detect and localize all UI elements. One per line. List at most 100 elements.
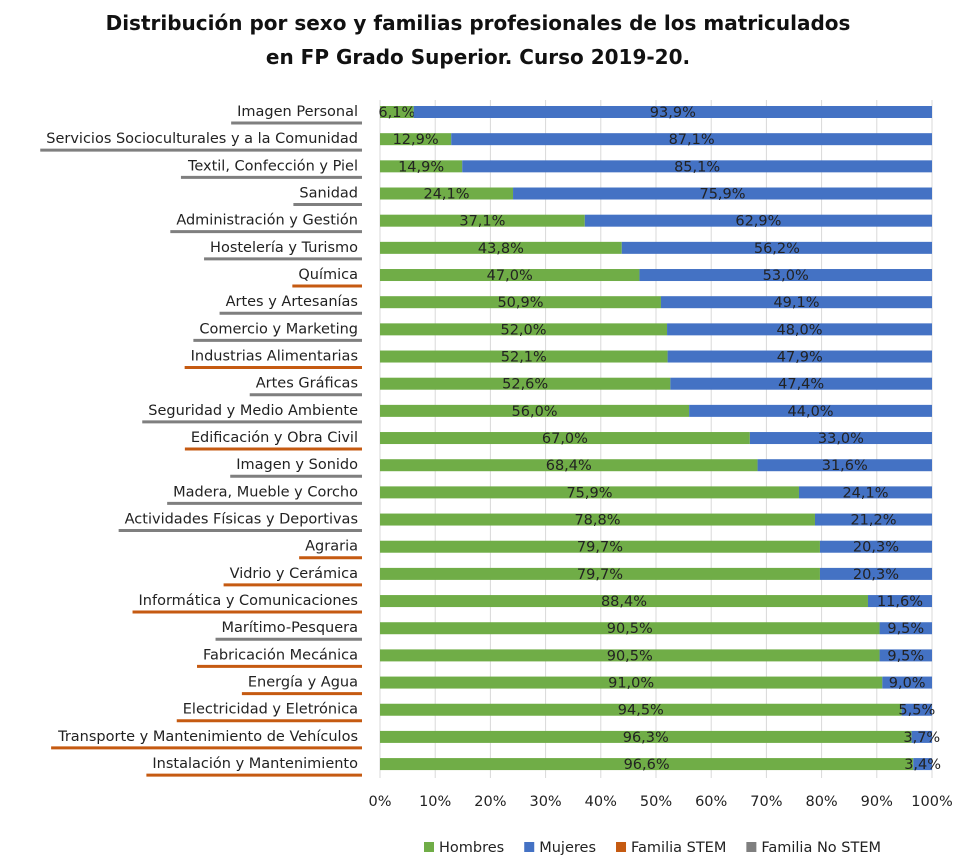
data-label: 75,9% — [699, 187, 745, 203]
bar-segment — [451, 133, 932, 146]
data-label: 11,6% — [877, 594, 923, 610]
category-label: Seguridad y Medio Ambiente — [148, 403, 358, 419]
data-label: 53,0% — [763, 268, 809, 284]
data-label: 3,7% — [903, 730, 940, 746]
legend-swatch — [424, 842, 434, 852]
data-label: 21,2% — [850, 513, 896, 529]
category-label: Electricidad y Eletrónica — [183, 702, 358, 718]
data-label: 56,0% — [512, 404, 558, 420]
category-label: Transporte y Mantenimiento de Vehículos — [57, 729, 358, 745]
bar-segment — [380, 214, 585, 227]
bar-segment — [882, 676, 932, 689]
data-label: 31,6% — [822, 458, 868, 474]
x-tick-label: 100% — [911, 794, 952, 810]
bar-segment — [380, 486, 799, 499]
bar-segment — [380, 758, 914, 771]
chart-title: Distribución por sexo y familias profesi… — [105, 11, 851, 69]
data-label: 14,9% — [398, 159, 444, 175]
bar-segment — [380, 459, 758, 472]
bar-segment — [380, 649, 880, 662]
x-tick-label: 90% — [861, 794, 893, 810]
data-label: 90,5% — [607, 621, 653, 637]
bar-segment — [867, 595, 932, 608]
bar-segment — [380, 323, 668, 336]
data-label: 47,0% — [487, 268, 533, 284]
data-label: 47,4% — [778, 377, 824, 393]
data-label: 78,8% — [574, 513, 620, 529]
bar-segment — [621, 241, 932, 254]
bar-segment — [814, 513, 932, 526]
data-label: 12,9% — [393, 132, 439, 148]
category-label: Marítimo-Pesquera — [222, 620, 358, 636]
bar-segment — [639, 269, 932, 282]
data-label: 50,9% — [497, 295, 543, 311]
bar-segment — [380, 350, 668, 363]
category-label: Agraria — [305, 539, 358, 555]
data-label: 43,8% — [478, 241, 524, 257]
category-label: Textil, Confección y Piel — [187, 158, 358, 174]
x-tick-label: 50% — [640, 794, 672, 810]
category-label: Madera, Mueble y Corcho — [173, 484, 358, 500]
data-label: 96,6% — [624, 757, 670, 773]
data-label: 90,5% — [607, 648, 653, 664]
bar-segment — [689, 404, 932, 417]
bar-segment — [819, 567, 932, 580]
bar-segment — [380, 241, 622, 254]
data-label: 94,5% — [618, 703, 664, 719]
data-label: 52,0% — [500, 322, 546, 338]
category-label: Actividades Físicas y Deportivas — [125, 512, 358, 528]
data-label: 91,0% — [608, 676, 654, 692]
category-label: Fabricación Mecánica — [203, 647, 358, 663]
x-tick-label: 40% — [585, 794, 617, 810]
legend-label: Mujeres — [539, 840, 596, 856]
data-label: 5,5% — [898, 703, 935, 719]
legend-label: Familia STEM — [631, 840, 726, 856]
bar-segment — [380, 703, 902, 716]
data-label: 52,6% — [502, 377, 548, 393]
data-label: 37,1% — [459, 214, 505, 230]
data-label: 33,0% — [818, 431, 864, 447]
legend-label: Hombres — [439, 840, 504, 856]
legend-swatch — [616, 842, 627, 852]
legend-swatch — [746, 842, 757, 852]
bar-segment — [380, 622, 880, 635]
data-label: 9,0% — [889, 676, 926, 692]
bar-segment — [380, 567, 820, 580]
bar-segment — [380, 404, 690, 417]
data-label: 75,9% — [566, 485, 612, 501]
category-label: Administración y Gestión — [176, 213, 358, 229]
category-label: Química — [298, 267, 358, 283]
bar-segment — [380, 377, 671, 390]
bar-segment — [667, 323, 932, 336]
bar-segment — [901, 703, 932, 716]
category-label: Imagen y Sonido — [236, 457, 358, 473]
data-label: 56,2% — [754, 241, 800, 257]
bar-segment — [660, 296, 932, 309]
data-label: 52,1% — [501, 350, 547, 366]
data-label: 24,1% — [842, 485, 888, 501]
bar-segment — [380, 730, 912, 743]
bar-segment — [380, 160, 463, 173]
category-label: Instalación y Mantenimiento — [152, 756, 358, 772]
bar-segment — [749, 432, 932, 445]
data-label: 96,3% — [623, 730, 669, 746]
x-tick-label: 20% — [474, 794, 506, 810]
data-label: 9,5% — [887, 648, 924, 664]
category-label: Servicios Socioculturales y a la Comunid… — [46, 131, 358, 147]
bar-segment — [380, 187, 514, 200]
data-label: 20,3% — [853, 540, 899, 556]
data-label: 79,7% — [577, 540, 623, 556]
data-label: 87,1% — [669, 132, 715, 148]
bar-segment — [380, 432, 750, 445]
bar-segment — [911, 730, 932, 743]
data-label: 44,0% — [788, 404, 834, 420]
category-label: Artes Gráficas — [256, 376, 358, 392]
x-tick-label: 60% — [695, 794, 727, 810]
data-label: 3,4% — [904, 757, 941, 773]
x-tick-label: 70% — [750, 794, 782, 810]
bar-segment — [879, 649, 932, 662]
data-label: 6,1% — [378, 105, 415, 121]
bar-segment — [380, 133, 452, 146]
